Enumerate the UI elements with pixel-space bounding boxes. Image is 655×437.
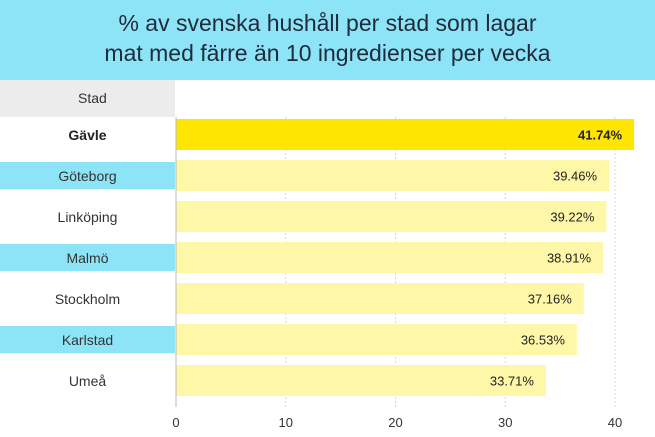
category-label-2: Linköping: [57, 208, 118, 225]
value-label-5: 36.53%: [521, 333, 566, 348]
x-tick-label-1: 10: [279, 415, 293, 430]
category-label-1: Göteborg: [0, 162, 175, 189]
column-header-label: Stad: [78, 90, 107, 106]
x-tick-label-4: 40: [608, 415, 622, 430]
column-header: Stad: [0, 80, 175, 117]
value-label-0: 41.74%: [578, 128, 623, 143]
bar-6: [176, 365, 546, 396]
x-tick-label-2: 20: [388, 415, 402, 430]
value-label-2: 39.22%: [550, 210, 595, 225]
bar-1: [176, 160, 610, 191]
category-label-3: Malmö: [0, 244, 175, 271]
title-banner: % av svenska hushåll per stad som lagar …: [0, 0, 655, 80]
chart-title-line-1: % av svenska hushåll per stad som lagar: [118, 10, 537, 36]
bar-4: [176, 283, 584, 314]
value-label-3: 38.91%: [547, 251, 592, 266]
x-tick-label-3: 30: [498, 415, 512, 430]
category-label-5: Karlstad: [0, 326, 175, 353]
bar-0: [176, 119, 635, 150]
value-label-6: 33.71%: [490, 374, 535, 389]
category-label-0: Gävle: [68, 126, 107, 143]
chart-title-line-2: mat med färre än 10 ingredienser per vec…: [104, 40, 551, 66]
category-label-6: Umeå: [68, 372, 107, 389]
value-label-4: 37.16%: [528, 292, 573, 307]
chart-title: % av svenska hushåll per stad som lagar …: [20, 8, 635, 68]
bar-5: [176, 324, 577, 355]
category-label-4: Stockholm: [54, 290, 121, 307]
value-label-1: 39.46%: [553, 169, 598, 184]
x-tick-label-0: 0: [172, 415, 179, 430]
bar-2: [176, 201, 607, 232]
bar-3: [176, 242, 604, 273]
